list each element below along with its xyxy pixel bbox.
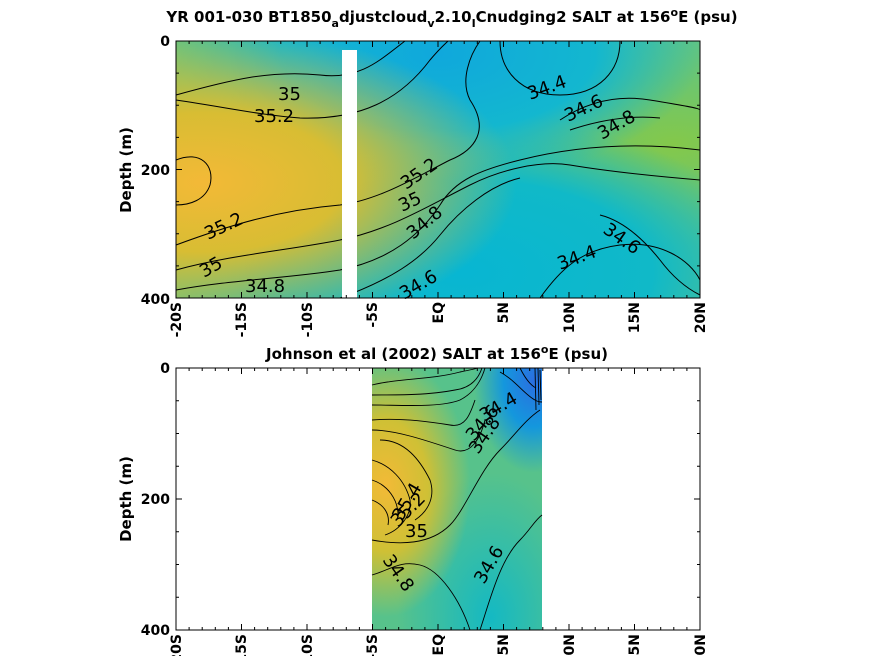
bottom-y-tick-labels: 0 200 400 [141, 361, 170, 639]
y-tick-label: 200 [141, 492, 170, 508]
top-y-tick-labels: 0 200 400 [141, 34, 170, 308]
y-tick-label: 0 [160, 361, 170, 377]
top-panel-title: YR 001-030 BT1850adjustcloudv2.10ICnudgi… [165, 6, 737, 30]
x-tick-label: -10S [300, 634, 316, 656]
contour-label: 34.8 [245, 276, 285, 297]
bottom-panel-title: Johnson et al (2002) SALT at 156oE (psu) [265, 343, 608, 363]
x-tick-label: 20N [693, 634, 709, 656]
top-x-tick-labels: -20S -15S -10S -5S EQ 5N 10N 15N 20N [169, 302, 709, 337]
x-tick-label: -10S [300, 302, 316, 337]
x-tick-label: 5N [496, 634, 512, 655]
x-tick-label: EQ [431, 634, 447, 656]
y-tick-label: 200 [141, 163, 170, 179]
x-tick-label: 20N [693, 302, 709, 333]
x-tick-label: 15N [627, 634, 643, 656]
x-tick-label: 10N [562, 302, 578, 333]
x-tick-label: 15N [627, 302, 643, 333]
contour-label: 35.2 [254, 106, 294, 127]
y-tick-label: 0 [160, 34, 170, 50]
x-tick-label: -20S [169, 634, 185, 656]
bottom-heatmap [372, 368, 542, 630]
bottom-contour-lines [371, 367, 543, 631]
bottom-x-tick-labels: -20S -15S -10S -5S EQ 5N 10N 15N 20N [169, 634, 709, 656]
y-tick-label: 400 [141, 292, 170, 308]
x-tick-label: EQ [431, 302, 447, 324]
bottom-y-axis-label: Depth (m) [117, 456, 135, 542]
contour-label: 35 [278, 84, 301, 105]
x-tick-label: -20S [169, 302, 185, 337]
x-tick-label: -15S [234, 302, 250, 337]
x-tick-label: 5N [496, 302, 512, 323]
x-tick-label: -15S [234, 634, 250, 656]
top-heatmap [176, 41, 700, 298]
top-panel: YR 001-030 BT1850adjustcloudv2.10ICnudgi… [117, 6, 738, 337]
y-tick-label: 400 [141, 623, 170, 639]
top-masked-band [342, 50, 357, 298]
top-ticks [175, 40, 701, 299]
x-tick-label: -5S [365, 634, 381, 656]
x-tick-label: -5S [365, 302, 381, 328]
top-y-axis-label: Depth (m) [117, 127, 135, 213]
bottom-panel: Johnson et al (2002) SALT at 156oE (psu) [117, 343, 709, 656]
x-tick-label: 10N [562, 634, 578, 656]
contour-label: 35 [405, 521, 428, 542]
bottom-ticks [175, 367, 701, 631]
